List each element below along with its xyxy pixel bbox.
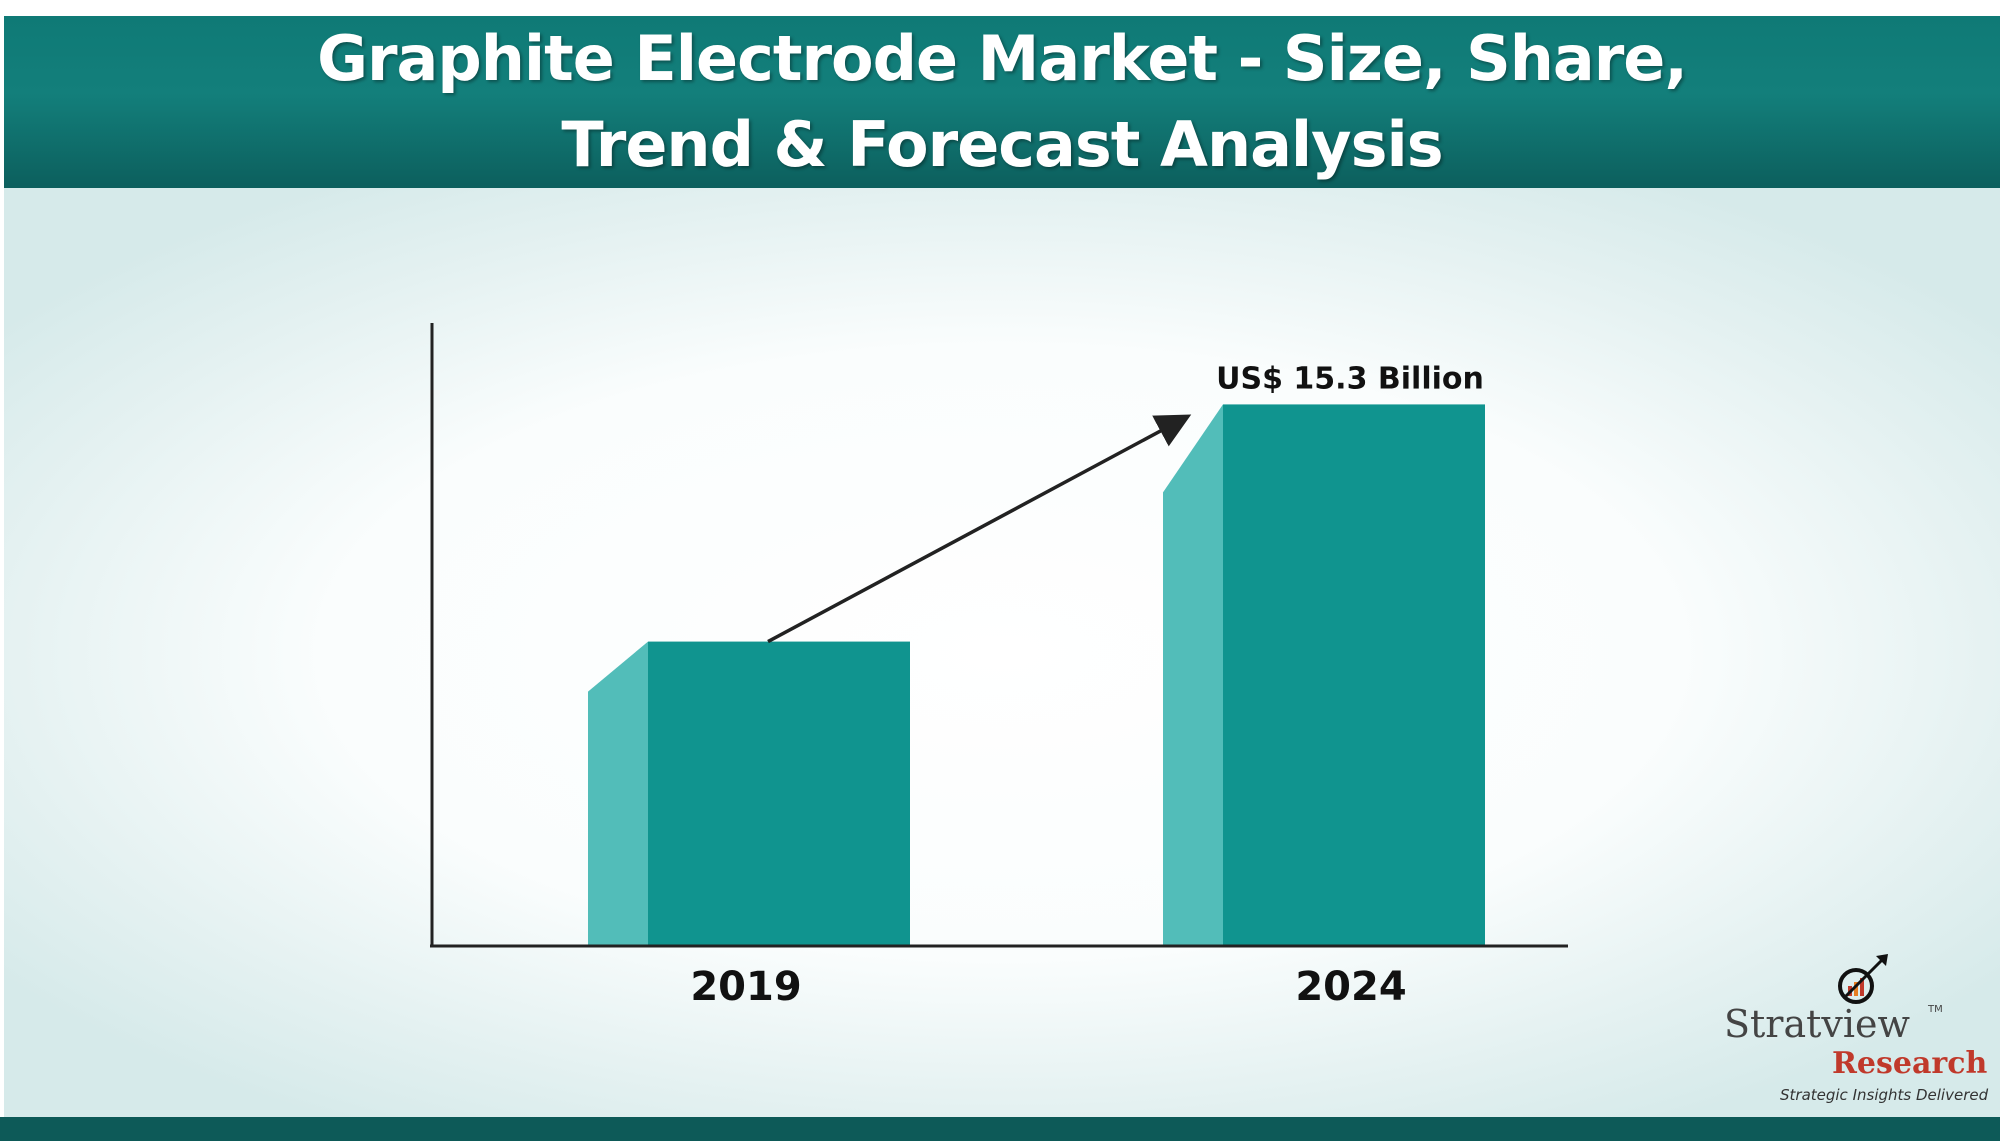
logo-name: Stratview [1724,1002,1911,1046]
page-title: Graphite Electrode Market - Size, Share,… [317,22,1688,181]
footer-band [0,1117,2000,1141]
bar-side-2019 [588,641,648,946]
magnifier-growth-icon [1838,954,1888,1004]
title-banner: Graphite Electrode Market - Size, Share,… [4,16,2000,188]
x-tick-label: 2019 [690,964,801,1010]
bar-side-2024 [1163,404,1223,946]
data-label: US$ 15.3 Billion [1216,361,1484,396]
stratview-logo: Stratview TM Research Strategic Insights… [1700,952,1990,1112]
bar-2024 [1223,404,1485,946]
logo-trademark: TM [1928,1004,1943,1015]
bar-2019 [648,641,910,946]
logo-tagline: Strategic Insights Delivered [1780,1086,1989,1104]
logo-subname: Research [1832,1046,1988,1081]
x-tick-label: 2024 [1295,964,1406,1010]
chart-background [4,188,2000,1117]
trend-arrow [767,414,1192,644]
